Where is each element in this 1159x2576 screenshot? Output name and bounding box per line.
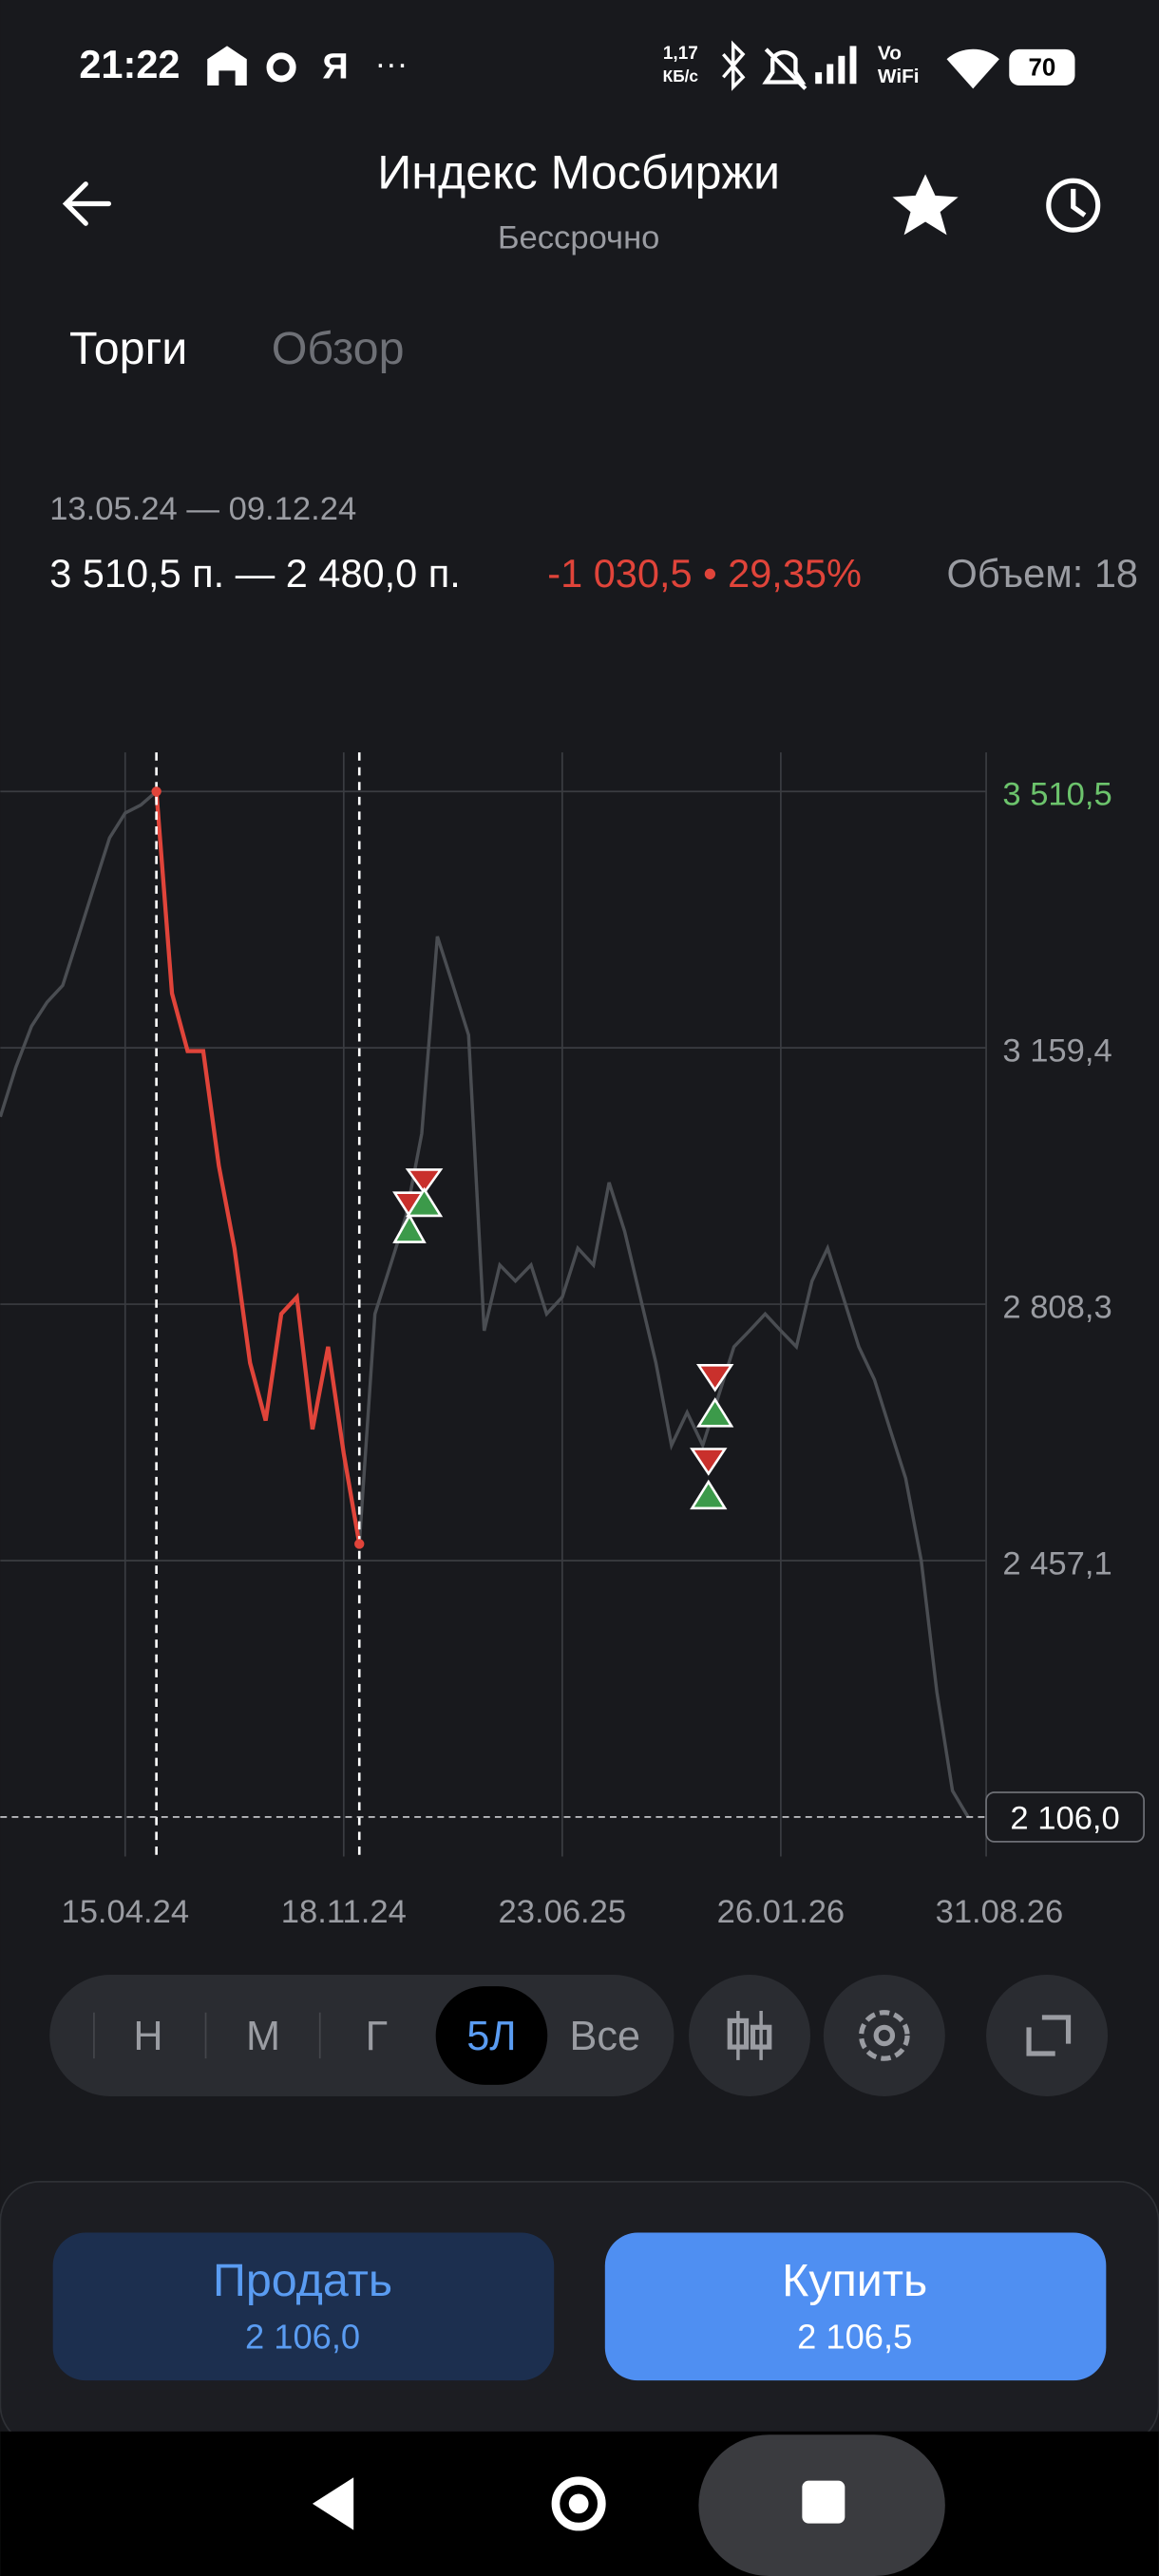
history-button[interactable] (1046, 178, 1101, 233)
y-tick-label: 2 808,3 (1002, 1289, 1112, 1325)
buy-label: Купить (782, 2255, 927, 2306)
app-icon-ya: Я (322, 47, 348, 87)
signal-icon (815, 46, 857, 85)
time: 21:22 (79, 42, 180, 86)
period-selected (435, 1986, 548, 2085)
net-speed-unit: КБ/с (663, 66, 699, 85)
nav-recent[interactable] (802, 2480, 846, 2524)
current-price-label: 2 106,0 (1010, 1801, 1119, 1837)
x-tick-label: 26.01.26 (717, 1894, 846, 1930)
tab[interactable]: Обзор (272, 323, 405, 374)
y-tick-label: 3 159,4 (1002, 1033, 1112, 1070)
wifi-icon (946, 48, 999, 89)
x-tick-label: 31.08.26 (936, 1894, 1064, 1930)
buy-price: 2 106,5 (797, 2318, 912, 2357)
mute-icon (762, 47, 808, 90)
home-icon (207, 46, 247, 85)
fullscreen-icon (1026, 2015, 1072, 2056)
price-change: -1 030,5 • 29,35% (547, 551, 862, 596)
nav-home[interactable] (551, 2476, 606, 2531)
trade-markers (392, 1168, 734, 1510)
buy-button[interactable] (604, 2232, 1107, 2381)
gear-center (873, 2024, 896, 2047)
period-option[interactable]: Г (366, 2014, 388, 2059)
settings-button[interactable] (823, 1974, 945, 2096)
selection-point (151, 786, 162, 797)
wifi-label: WiFi (878, 66, 920, 87)
bluetooth-icon (722, 40, 746, 91)
back-button[interactable] (62, 181, 112, 226)
header-subtitle: Бессрочно (498, 220, 660, 256)
period-option[interactable]: М (246, 2014, 280, 2059)
sell-label: Продать (213, 2255, 392, 2306)
price-line (154, 791, 362, 1544)
current-price-box (985, 1791, 1145, 1843)
period-option[interactable]: 5Л (466, 2014, 516, 2059)
candle-icon-body (727, 2017, 750, 2050)
price-range: 3 510,5 п. — 2 480,0 п. (49, 551, 461, 596)
battery-icon (1009, 48, 1075, 85)
y-tick-label: 2 457,1 (1002, 1545, 1112, 1582)
selection-point (354, 1539, 365, 1549)
chart: 3 510,5 3 159,4 2 808,3 2 457,1 15.04.24 18.1… (0, 752, 1145, 1930)
favorite-button[interactable] (892, 174, 959, 236)
sell-price: 2 106,0 (245, 2318, 360, 2357)
nav-home-dot (568, 2493, 589, 2514)
battery-level: 70 (1028, 55, 1055, 82)
tab[interactable]: Торги (69, 323, 187, 374)
selection-range: 13.05.24 — 09.12.24 (49, 491, 356, 527)
sell-button[interactable] (52, 2232, 555, 2381)
volume: Объем: 18 (947, 551, 1138, 596)
more-icon: ··· (375, 46, 408, 82)
vo-label: Vo (878, 43, 902, 65)
fullscreen-button[interactable] (986, 1974, 1109, 2096)
app-icon (266, 52, 296, 83)
period-group: Н М Г 5Л Все (93, 1986, 640, 2085)
period-option[interactable]: Все (570, 2014, 640, 2059)
candle-icon-body (750, 2024, 772, 2050)
period-option[interactable]: Н (133, 2014, 162, 2059)
net-speed: 1,17 (663, 44, 698, 64)
gear-icon (859, 2010, 910, 2061)
nav-back[interactable] (312, 2477, 354, 2530)
header-title: Индекс Мосбиржи (377, 145, 780, 199)
chart-type-button[interactable] (689, 1974, 811, 2096)
x-tick-label: 23.06.25 (499, 1894, 627, 1930)
x-tick-label: 18.11.24 (281, 1894, 407, 1930)
y-tick-label: 3 510,5 (1002, 777, 1112, 813)
x-tick-label: 15.04.24 (61, 1894, 189, 1930)
